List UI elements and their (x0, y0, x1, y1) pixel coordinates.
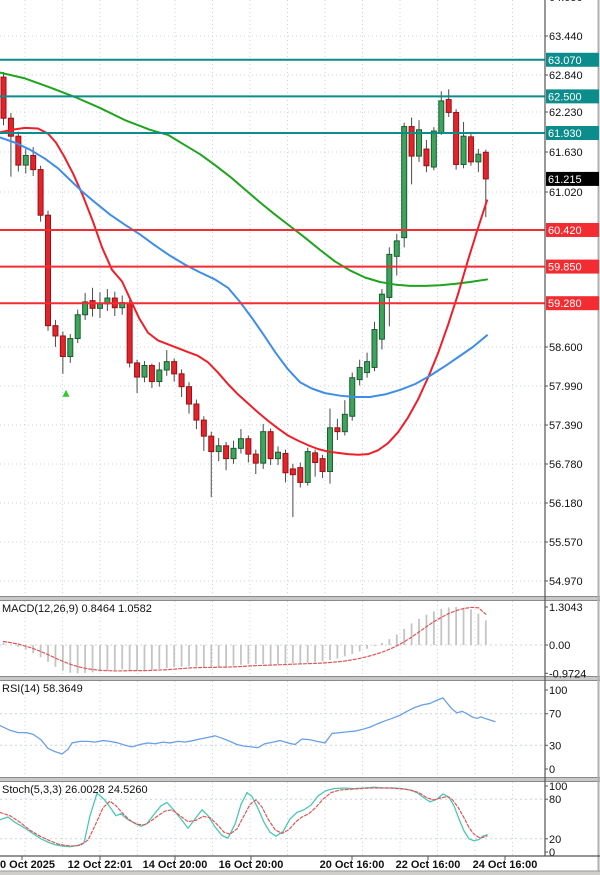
stochastic-axis-label: 100 (549, 781, 567, 793)
resistance-price-badge (546, 89, 599, 104)
rsi-axis-label: 0 (549, 764, 555, 776)
price-axis-label: 58.600 (549, 342, 583, 354)
panel-separator[interactable] (0, 596, 600, 601)
gridlines (0, 0, 545, 856)
time-axis-label: 14 Oct 20:00 (143, 859, 208, 871)
price-axis-label: 62.230 (549, 107, 583, 119)
price-axis-label: 61.020 (549, 187, 583, 199)
resistance-price-badge (546, 52, 599, 67)
level-lines (0, 58, 545, 305)
time-axis-label: 24 Oct 16:00 (473, 859, 538, 871)
macd-indicator-label: MACD(12,26,9) 0.8464 1.0582 (2, 603, 152, 615)
candlesticks (0, 71, 489, 518)
price-axis-label: 57.390 (549, 420, 583, 432)
price-axis-label: 57.990 (549, 381, 583, 393)
stochastic-indicator-label: Stoch(5,3,3) 26.0028 24.5260 (2, 784, 148, 796)
rsi-axis-label: 100 (549, 685, 567, 697)
window-bottom-bar (0, 871, 600, 875)
macd-axis-label: 1.3043 (549, 602, 583, 614)
resistance-price-badge-text: 63.070 (548, 55, 582, 67)
support-price-badge (546, 296, 599, 311)
price-axis-label: 62.840 (549, 70, 583, 82)
time-axis-label: 0 Oct 2025 (0, 859, 55, 871)
macd-pane (0, 606, 545, 674)
price-axis-label: 56.780 (549, 459, 583, 471)
stochastic-axis-label: 0 (549, 847, 555, 859)
panel-separator[interactable] (0, 676, 600, 681)
support-price-badge (546, 259, 599, 274)
macd-axis-label: -0.9724 (549, 668, 586, 680)
macd-axis-label: 0.00 (549, 640, 570, 652)
resistance-price-badge-text: 62.500 (548, 91, 582, 103)
price-axis-label: 64.050 (549, 0, 583, 4)
price-axis-label: 55.570 (549, 537, 583, 549)
time-axis-label: 12 Oct 22:01 (68, 859, 133, 871)
last-price-badge (546, 171, 599, 186)
ma-fast-red (0, 126, 488, 456)
rsi-pane (0, 697, 545, 755)
last-price-badge-text: 61.215 (548, 174, 582, 186)
support-price-badge (546, 222, 599, 237)
rsi-indicator-label: RSI(14) 58.3649 (2, 683, 83, 695)
stochastic-axis-label: 20 (549, 834, 561, 846)
time-axis: 0 Oct 2025 12 Oct 22:01 14 Oct 20:00 16 Oct… (0, 855, 600, 871)
support-price-badge-text: 59.280 (548, 298, 582, 310)
time-axis-label: 22 Oct 16:00 (396, 859, 461, 871)
ma-mid-blue (0, 136, 488, 398)
resistance-price-badge-text: 61.930 (548, 128, 582, 140)
stochastic-pane (0, 786, 545, 848)
buy-arrow-marker (62, 389, 70, 397)
ma-slow-green (0, 71, 488, 287)
price-axis-label: 63.440 (549, 31, 583, 43)
time-axis-label: 20 Oct 16:00 (320, 859, 385, 871)
support-price-badge-text: 59.850 (548, 262, 582, 274)
price-axis-label: 56.180 (549, 498, 583, 510)
price-axis-label: 54.970 (549, 576, 583, 588)
stochastic-axis-label: 80 (549, 794, 561, 806)
price-axis-label: 61.630 (549, 147, 583, 159)
panel-separator[interactable] (0, 777, 600, 782)
time-axis-label: 16 Oct 20:00 (219, 859, 284, 871)
rsi-axis-label: 70 (549, 709, 561, 721)
rsi-axis-label: 30 (549, 740, 561, 752)
resistance-price-badge (546, 125, 599, 140)
price-axis: 64.050 63.440 62.840 62.230 61.630 61.020 58.6… (544, 0, 600, 875)
moving-averages (0, 71, 488, 456)
support-price-badge-text: 60.420 (548, 225, 582, 237)
